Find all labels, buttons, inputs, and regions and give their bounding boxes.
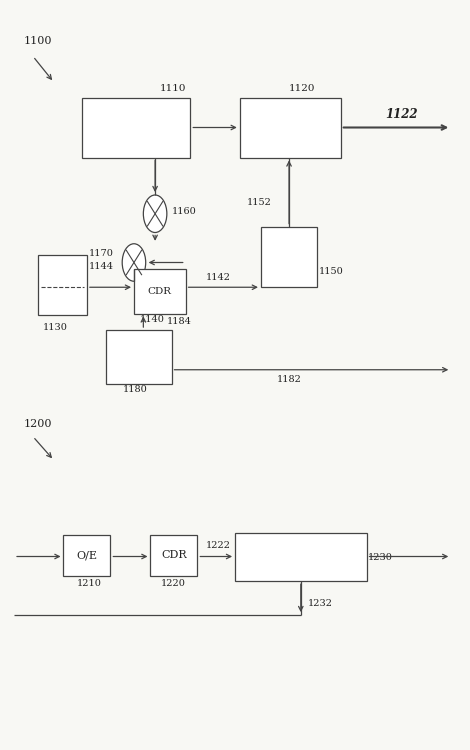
Text: 1184: 1184: [167, 316, 192, 326]
Text: O/E: O/E: [77, 550, 97, 560]
Circle shape: [122, 244, 146, 281]
Text: 1180: 1180: [123, 386, 148, 394]
Text: 1144: 1144: [88, 262, 113, 271]
Text: 1130: 1130: [43, 322, 68, 332]
Text: 1222: 1222: [205, 542, 230, 550]
Text: 1210: 1210: [77, 579, 102, 588]
Bar: [134, 268, 186, 314]
Text: 1150: 1150: [319, 267, 344, 276]
Text: 1200: 1200: [24, 419, 52, 429]
Text: 1232: 1232: [308, 599, 333, 608]
Bar: [235, 532, 367, 581]
Text: 1100: 1100: [24, 36, 52, 46]
Circle shape: [143, 195, 167, 232]
Bar: [261, 226, 317, 286]
Text: 1170: 1170: [88, 249, 113, 258]
Text: CDR: CDR: [148, 286, 172, 296]
Text: 1110: 1110: [160, 84, 186, 93]
Bar: [240, 98, 341, 158]
Text: 1120: 1120: [289, 84, 315, 93]
Bar: [150, 535, 197, 576]
Bar: [63, 535, 110, 576]
Text: 1122: 1122: [385, 107, 418, 121]
Text: 1152: 1152: [247, 198, 272, 207]
Bar: [82, 98, 190, 158]
Text: 1142: 1142: [206, 273, 231, 282]
Text: 1140: 1140: [140, 315, 165, 324]
Text: CDR: CDR: [161, 550, 187, 560]
Bar: [106, 330, 172, 384]
Text: 1220: 1220: [161, 579, 186, 588]
Bar: [38, 255, 87, 315]
Text: 1160: 1160: [172, 207, 196, 216]
Text: 1182: 1182: [277, 375, 302, 384]
Text: 1230: 1230: [368, 554, 392, 562]
